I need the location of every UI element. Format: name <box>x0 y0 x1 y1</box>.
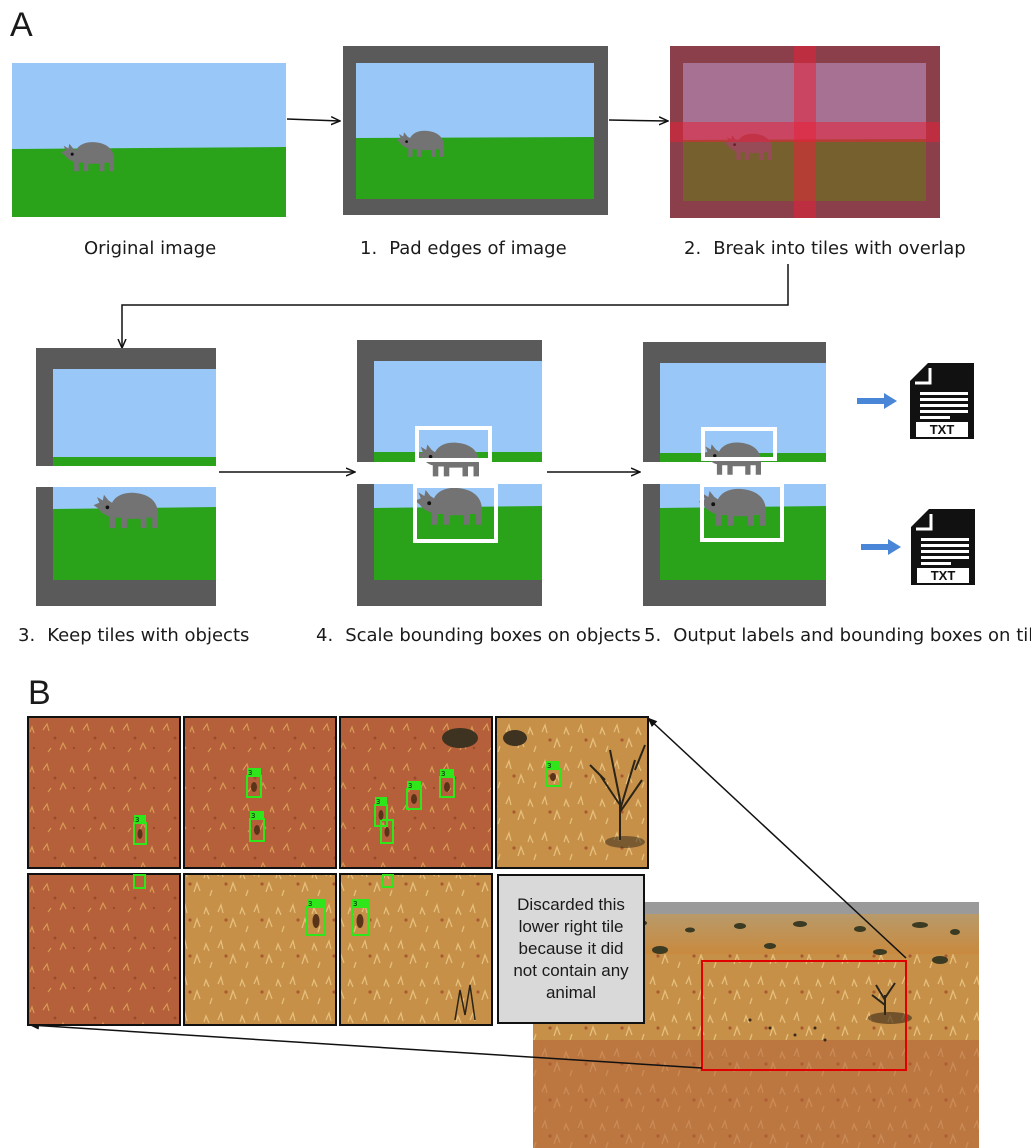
padded-image <box>343 46 608 215</box>
svg-text:3: 3 <box>308 900 312 908</box>
selected-region <box>701 960 907 1071</box>
arrow-step-2 <box>608 120 668 121</box>
svg-text:3: 3 <box>441 770 445 778</box>
output-tiles <box>643 342 826 606</box>
kept-tiles <box>36 348 216 606</box>
txt-label: TXT <box>930 422 955 437</box>
caption-step-3: 3. Keep tiles with objects <box>18 625 250 646</box>
detection-box <box>380 819 394 844</box>
arrow-to-step-3 <box>122 264 789 348</box>
arrow-to-grid-bottom <box>29 1021 703 1069</box>
caption-step-4: 4. Scale bounding boxes on objects <box>316 625 641 646</box>
svg-text:3: 3 <box>251 812 255 820</box>
animals <box>137 773 556 928</box>
caption-step-2: 2. Break into tiles with overlap <box>684 238 966 259</box>
txt-label: TXT <box>931 568 956 583</box>
svg-text:3: 3 <box>547 762 551 770</box>
scaled-boxes-tiles <box>357 340 542 606</box>
svg-text:3: 3 <box>135 816 139 824</box>
panel-b-label: B <box>28 674 51 712</box>
svg-text:3: 3 <box>248 769 252 777</box>
output-arrow-1 <box>857 393 897 409</box>
original-image <box>12 63 286 217</box>
arrow-step-1 <box>286 119 340 121</box>
caption-step-5: 5. Output labels and bounding boxes on ti… <box>644 625 1031 646</box>
panel-a-label: A <box>10 6 33 44</box>
txt-file-icon: TXT <box>910 363 974 439</box>
detection-box <box>382 874 394 888</box>
detection-labels: 3 3 3 3 3 3 3 3 3 <box>135 762 551 908</box>
svg-text:3: 3 <box>376 798 380 806</box>
output-arrow-2 <box>861 539 901 555</box>
discarded-tile-callout: Discarded this lower right tile because … <box>497 874 645 1024</box>
arrow-to-grid-top <box>647 717 907 959</box>
svg-text:3: 3 <box>353 900 357 908</box>
caption-original: Original image <box>84 238 217 259</box>
tiled-image <box>670 46 940 218</box>
detection-label-tabs <box>134 761 560 907</box>
txt-file-icon: TXT <box>911 509 975 585</box>
caption-step-1: 1. Pad edges of image <box>360 238 567 259</box>
svg-text:3: 3 <box>408 782 412 790</box>
detection-box <box>133 874 146 889</box>
